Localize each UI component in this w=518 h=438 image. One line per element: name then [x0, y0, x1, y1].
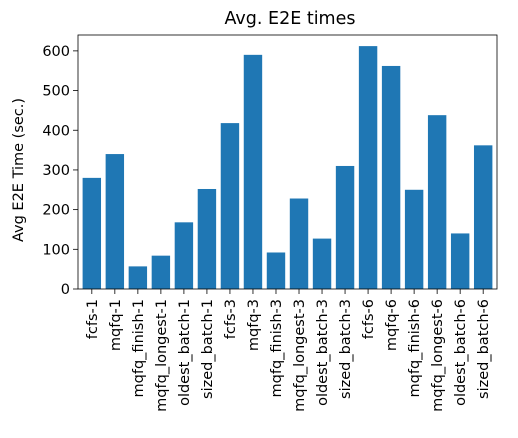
y-tick-label: 600: [42, 44, 70, 60]
bar-mqfq_finish-1: [128, 266, 148, 289]
bar-sized_batch-1: [197, 188, 217, 289]
x-tick-label: mqfq_longest-6: [430, 299, 446, 412]
bar-mqfq_finish-6: [404, 189, 424, 289]
bar-mqfq-1: [105, 154, 125, 289]
x-tick-label: fcfs-3: [223, 299, 239, 339]
x-tick-label: sized_batch-1: [200, 299, 216, 399]
bar-fcfs-6: [358, 46, 378, 289]
bar-fcfs-3: [220, 123, 240, 289]
x-tick-label: oldest_batch-6: [453, 299, 469, 406]
x-tick-label: mqfq_finish-1: [131, 299, 147, 397]
x-tick-label: mqfq_longest-3: [292, 299, 308, 412]
bar-mqfq_longest-3: [289, 198, 309, 289]
x-tick-label: sized_batch-6: [476, 299, 492, 399]
bar-mqfq-3: [243, 54, 263, 289]
x-tick-label: mqfq-3: [246, 299, 262, 351]
y-tick-label: 400: [42, 123, 70, 139]
bar-fcfs-1: [82, 177, 102, 289]
x-tick-label: oldest_batch-3: [315, 299, 331, 406]
y-tick-label: 300: [42, 163, 70, 179]
bar-sized_batch-6: [473, 145, 493, 289]
bar-oldest_batch-3: [312, 238, 332, 289]
x-tick-label: fcfs-6: [361, 299, 377, 339]
bars-group: [82, 46, 493, 289]
y-tick-label: 100: [42, 242, 70, 258]
bar-oldest_batch-1: [174, 222, 194, 289]
bar-mqfq_finish-3: [266, 252, 286, 289]
x-tick-label: mqfq_finish-3: [269, 299, 285, 397]
bar-oldest_batch-6: [450, 233, 470, 289]
bar-mqfq_longest-1: [151, 255, 171, 289]
y-axis: 0 100 200 300 400 500 600: [42, 44, 78, 298]
x-tick-label: mqfq_longest-1: [154, 299, 170, 412]
plot-frame: [77, 34, 498, 290]
bar-mqfq_longest-6: [427, 115, 447, 289]
x-tick-label: sized_batch-3: [338, 299, 354, 399]
x-tick-label: oldest_batch-1: [177, 299, 193, 406]
chart-title: Avg. E2E times: [224, 9, 355, 29]
y-axis-label: Avg E2E Time (sec.): [11, 98, 27, 242]
y-tick-label: 200: [42, 203, 70, 219]
x-tick-label: mqfq_finish-6: [407, 299, 423, 397]
x-axis: fcfs-1 mqfq-1 mqfq_finish-1 mqfq_longest-1 o…: [85, 289, 492, 412]
bar-mqfq-6: [381, 65, 401, 289]
y-tick-label: 500: [42, 84, 70, 100]
x-tick-label: mqfq-6: [384, 299, 400, 351]
y-tick-label: 0: [61, 282, 70, 298]
x-tick-label: mqfq-1: [108, 299, 124, 351]
bar-sized_batch-3: [335, 165, 355, 289]
x-tick-label: fcfs-1: [85, 299, 101, 339]
